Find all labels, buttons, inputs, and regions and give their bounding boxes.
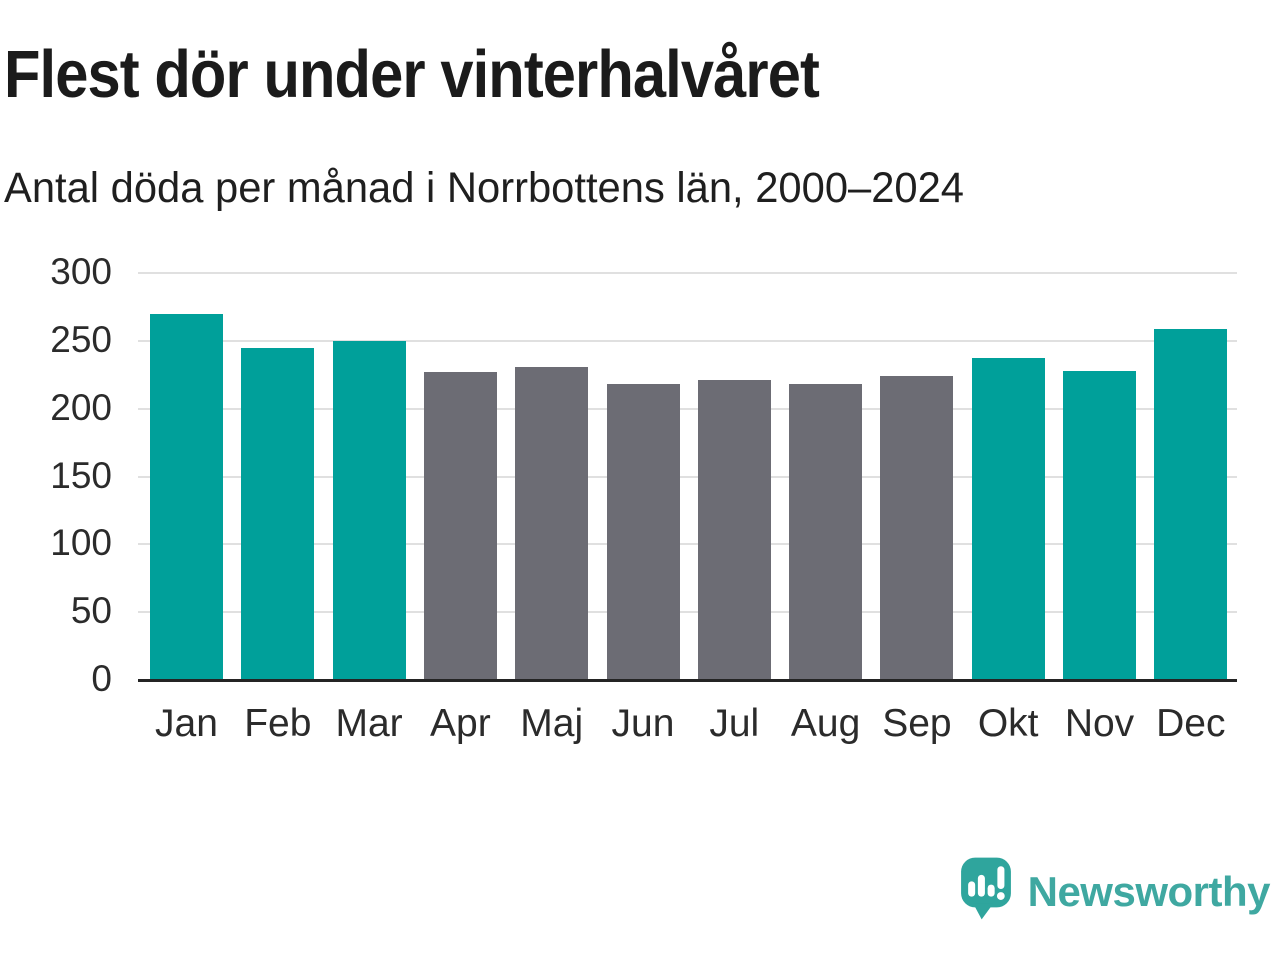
bar-okt (971, 358, 1045, 680)
brand-name: Newsworthy (1027, 867, 1271, 915)
x-tick-label-maj: Maj (520, 702, 584, 745)
y-tick-label-300: 300 (50, 251, 112, 292)
grid-line-300 (138, 272, 1237, 274)
y-tick-label-0: 0 (91, 658, 112, 699)
x-axis-line (138, 679, 1237, 682)
x-tick-label-feb: Feb (244, 702, 312, 745)
brand-logo: Newsworthy (960, 856, 1271, 927)
x-tick-label-jan: Jan (155, 702, 218, 745)
bar-nov (1063, 370, 1136, 680)
bar-maj (515, 366, 589, 680)
chart-title: Flest dör under vinterhalvåret (4, 37, 820, 112)
y-tick-label-150: 150 (50, 454, 112, 496)
x-tick-label-mar: Mar (335, 702, 403, 745)
grid-line-200 (138, 407, 1237, 410)
chart-subtitle: Antal döda per månad i Norrbottens län, … (4, 164, 965, 212)
bar-aug (789, 384, 863, 680)
bar-mar (332, 340, 406, 680)
y-tick-label-200: 200 (50, 386, 112, 428)
bar-apr (423, 372, 497, 680)
grid-line-250 (138, 339, 1237, 342)
bar-jul (697, 380, 771, 680)
bar-jun (606, 384, 680, 680)
grid-line-50 (138, 611, 1237, 614)
x-tick-label-okt: Okt (977, 702, 1039, 745)
bar-jan (150, 313, 223, 680)
y-tick-label-100: 100 (50, 522, 112, 564)
bar-feb (241, 347, 315, 680)
x-tick-label-aug: Aug (790, 702, 861, 745)
x-tick-label-jun: Jun (611, 702, 675, 745)
grid-line-150 (138, 475, 1237, 478)
grid-line-100 (138, 543, 1237, 546)
x-tick-label-nov: Nov (1064, 702, 1135, 745)
y-tick-label-50: 50 (70, 590, 112, 632)
x-tick-label-dec: Dec (1156, 702, 1226, 745)
bar-sep (880, 376, 954, 680)
x-tick-label-sep: Sep (882, 702, 952, 745)
y-tick-label-250: 250 (50, 318, 112, 360)
bar-chart-speech-bubble-icon (960, 856, 1012, 927)
x-tick-label-apr: Apr (430, 702, 491, 745)
x-tick-label-jul: Jul (709, 702, 760, 745)
bar-dec (1154, 328, 1228, 680)
